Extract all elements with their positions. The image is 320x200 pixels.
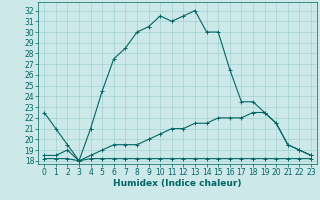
X-axis label: Humidex (Indice chaleur): Humidex (Indice chaleur) bbox=[113, 179, 242, 188]
